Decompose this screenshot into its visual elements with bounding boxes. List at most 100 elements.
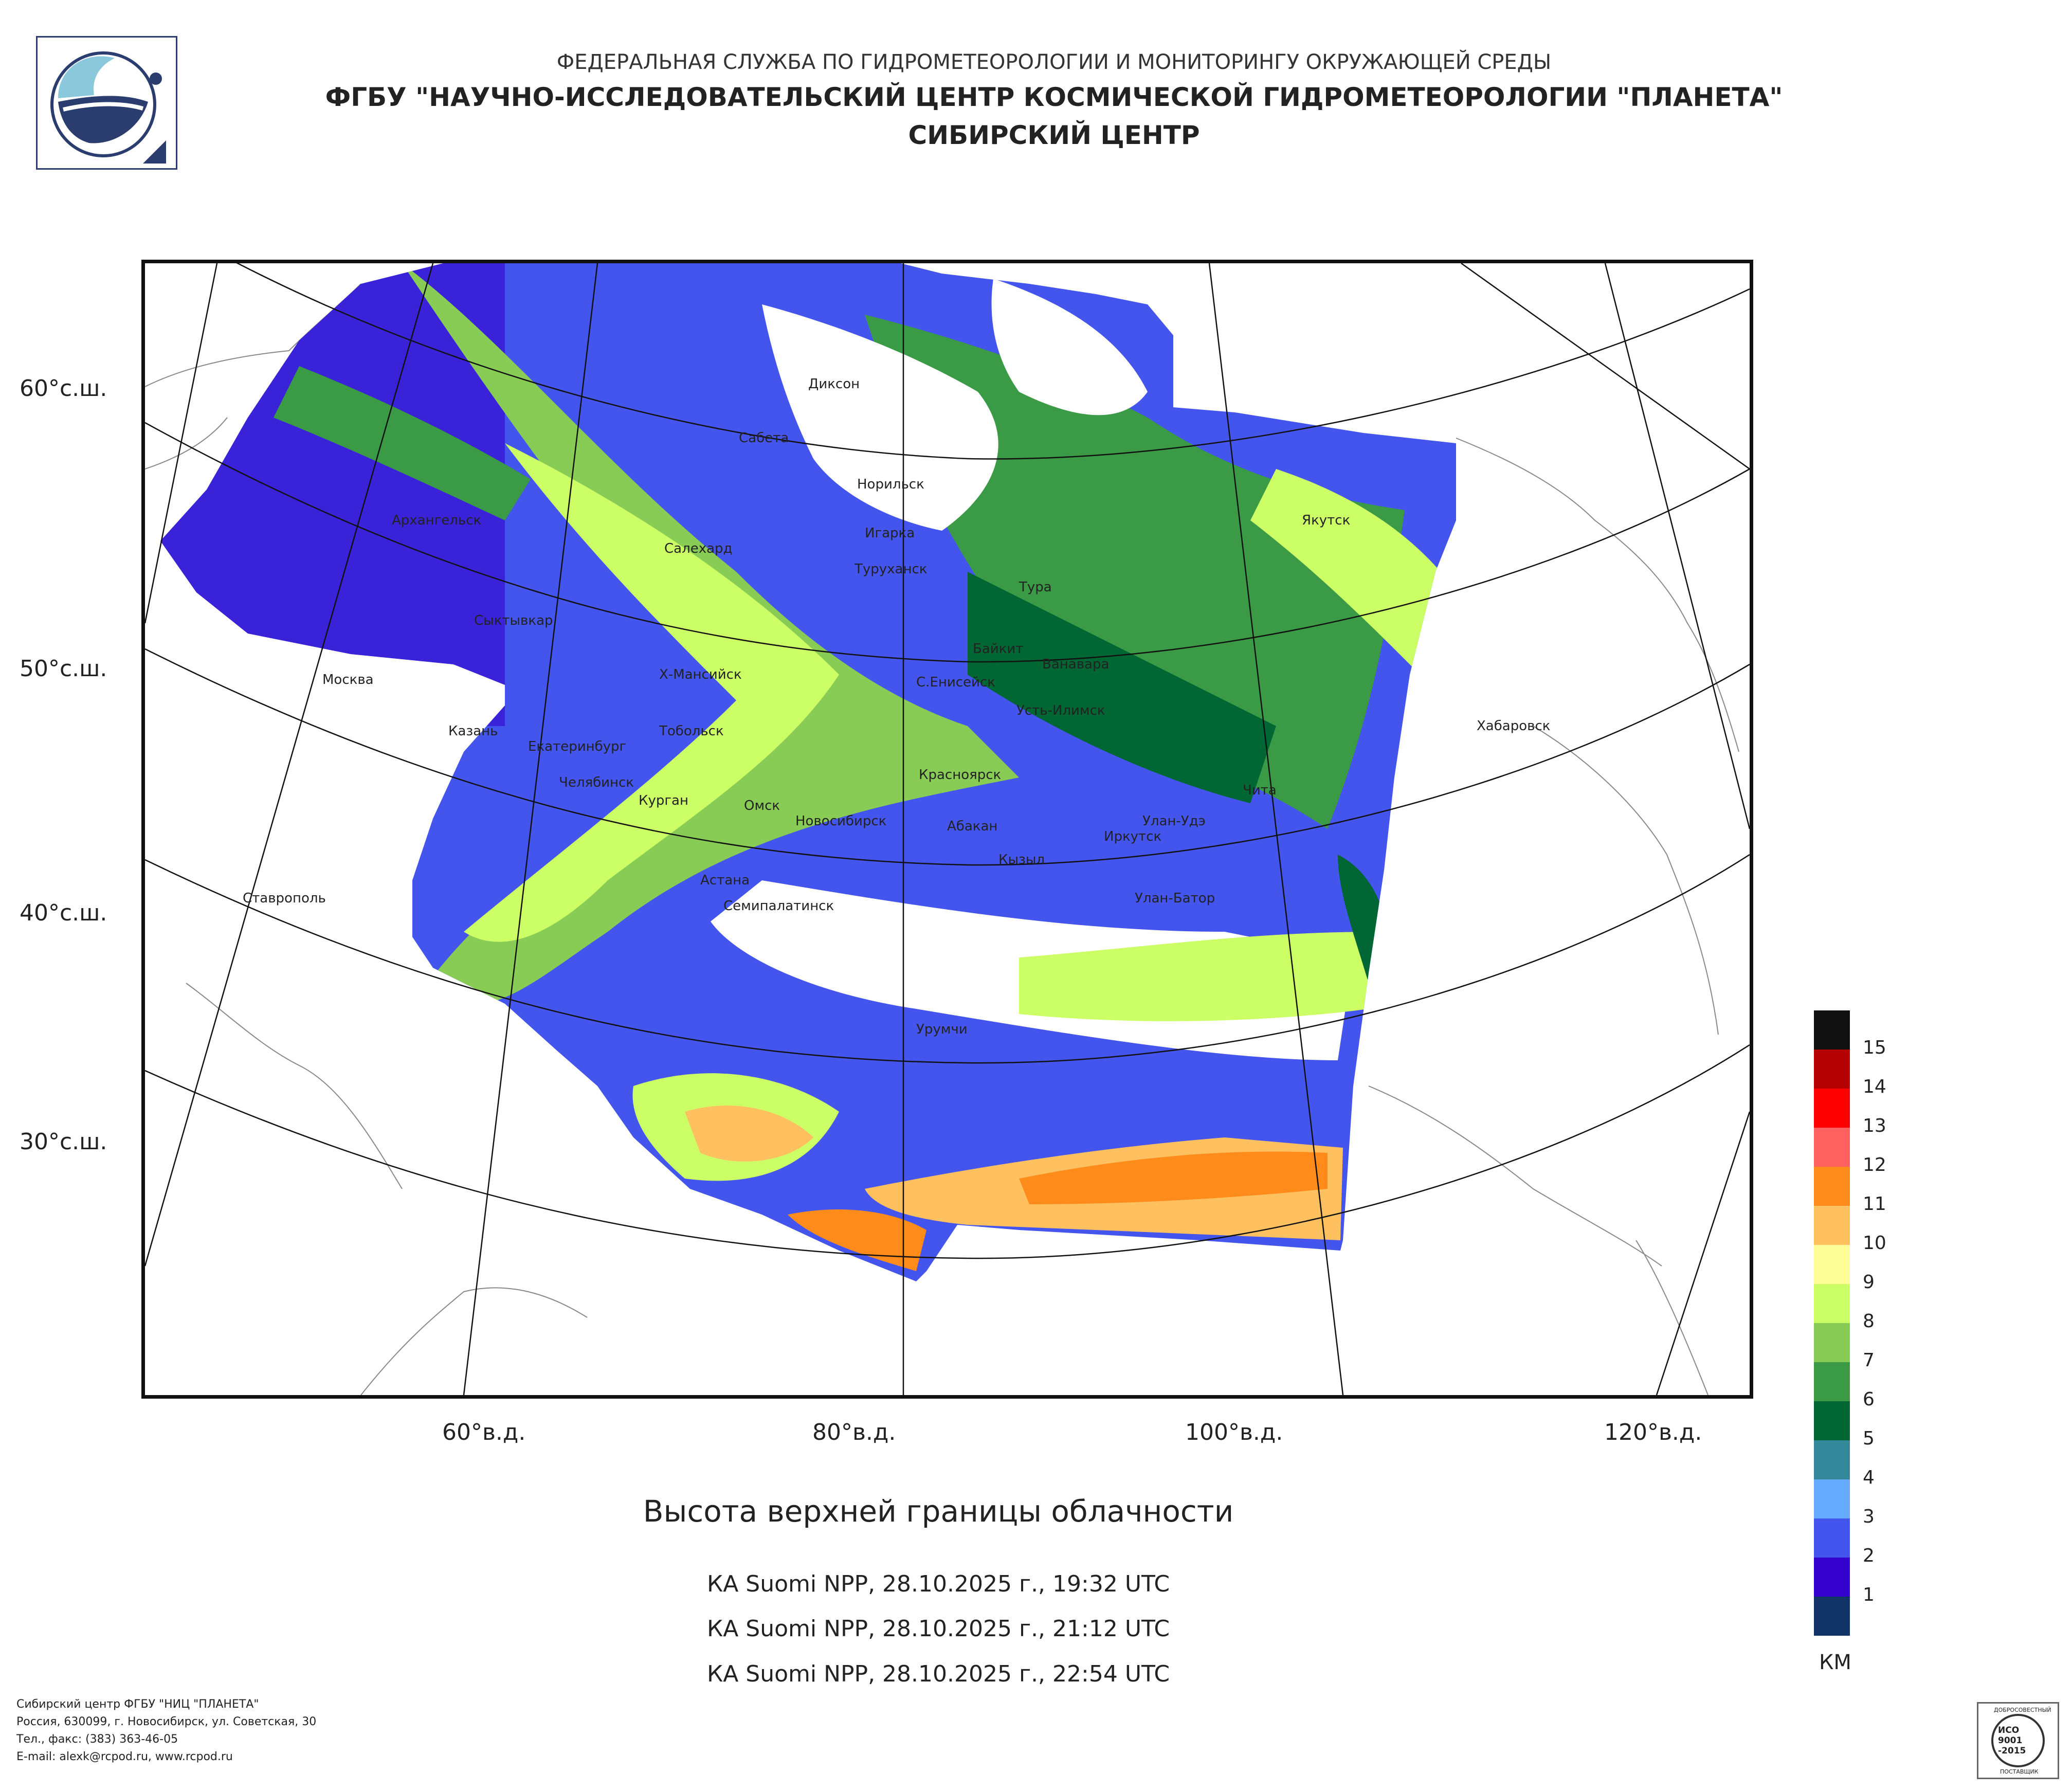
legend-level-label: 14 bbox=[1863, 1076, 1886, 1097]
legend-swatch bbox=[1814, 1558, 1850, 1597]
city-label: Кызыл bbox=[998, 852, 1045, 867]
latitude-label: 50°с.ш. bbox=[20, 656, 107, 682]
footer-phone: Тел., факс: (383) 363-46-05 bbox=[16, 1733, 178, 1746]
legend-level-label: 4 bbox=[1863, 1467, 1875, 1488]
footer-org: Сибирский центр ФГБУ "НИЦ "ПЛАНЕТА" bbox=[16, 1698, 259, 1711]
legend-level-label: 6 bbox=[1863, 1389, 1875, 1410]
city-label: Чита bbox=[1243, 783, 1277, 798]
satellite-pass: КА Suomi NPP, 28.10.2025 г., 19:32 UTC bbox=[706, 1571, 1170, 1597]
iso-certification-badge: ДОБРОСОВЕСТНЫЙ ИСО 9001 -2015 ПОСТАВЩИК bbox=[1977, 1702, 2059, 1779]
latitude-label: 40°с.ш. bbox=[20, 900, 107, 926]
organization-logo bbox=[36, 36, 177, 170]
legend-level-label: 12 bbox=[1863, 1154, 1886, 1175]
city-label: Казань bbox=[448, 723, 498, 739]
legend-swatch bbox=[1814, 1323, 1850, 1362]
legend-swatch bbox=[1814, 1010, 1850, 1050]
graticule-layer bbox=[145, 263, 1750, 1395]
city-label: Архангельск bbox=[392, 513, 482, 528]
city-label: Хабаровск bbox=[1477, 718, 1551, 734]
city-label: Улан-Батор bbox=[1135, 891, 1215, 906]
legend-level-label: 1 bbox=[1863, 1584, 1875, 1605]
legend-swatch bbox=[1814, 1440, 1850, 1479]
iso-line: -2015 bbox=[1998, 1746, 2026, 1756]
city-label: Астана bbox=[700, 873, 750, 888]
city-label: Тобольск bbox=[659, 723, 724, 739]
city-label: Туруханск bbox=[855, 562, 928, 577]
city-label: Якутск bbox=[1302, 513, 1351, 528]
legend-level-label: 11 bbox=[1863, 1193, 1886, 1215]
city-label: Ванавара bbox=[1042, 657, 1110, 672]
iso-line: ИСО bbox=[1998, 1725, 2020, 1735]
city-label: Байкит bbox=[973, 641, 1024, 657]
legend-level-label: 5 bbox=[1863, 1428, 1875, 1449]
city-label: Игарка bbox=[865, 526, 915, 541]
city-label: Норильск bbox=[857, 477, 924, 492]
legend-level-label: 7 bbox=[1863, 1350, 1875, 1371]
city-label: Диксон bbox=[808, 376, 860, 392]
longitude-label: 80°в.д. bbox=[812, 1419, 896, 1445]
cloud-top-height-map: Диксон Сабета Норильск Игарка Туруханск … bbox=[141, 260, 1753, 1399]
city-label: Салехард bbox=[664, 541, 733, 556]
iso-badge-ring bbox=[1991, 1714, 2045, 1767]
legend-swatch bbox=[1814, 1362, 1850, 1401]
legend-swatch bbox=[1814, 1167, 1850, 1206]
legend-swatch bbox=[1814, 1206, 1850, 1245]
legend-level-label: 3 bbox=[1863, 1506, 1875, 1527]
city-label: Новосибирск bbox=[795, 813, 887, 829]
legend-swatch bbox=[1814, 1597, 1850, 1636]
satellite-pass: КА Suomi NPP, 28.10.2025 г., 22:54 UTC bbox=[706, 1661, 1170, 1687]
map-svg bbox=[145, 263, 1750, 1395]
city-label: Абакан bbox=[947, 819, 998, 834]
latitude-label: 60°с.ш. bbox=[20, 375, 107, 402]
iso-standard: ИСО 9001 -2015 bbox=[1998, 1725, 2026, 1756]
legend-level-label: 8 bbox=[1863, 1311, 1875, 1332]
iso-top-text: ДОБРОСОВЕСТНЫЙ bbox=[1994, 1707, 2051, 1713]
legend-level-label: 2 bbox=[1863, 1545, 1875, 1566]
header-institute: ФГБУ "НАУЧНО-ИССЛЕДОВАТЕЛЬСКИЙ ЦЕНТР КОС… bbox=[325, 82, 1783, 112]
city-label: Семипалатинск bbox=[723, 898, 834, 914]
city-label: Х-Мансийск bbox=[659, 667, 742, 682]
legend-swatch bbox=[1814, 1479, 1850, 1518]
longitude-label: 100°в.д. bbox=[1185, 1419, 1283, 1445]
city-label: Тура bbox=[1019, 580, 1052, 595]
city-label: Ставрополь bbox=[243, 891, 326, 906]
city-label: Сыктывкар bbox=[474, 613, 553, 628]
legend-swatch bbox=[1814, 1284, 1850, 1323]
legend-level-label: 13 bbox=[1863, 1115, 1886, 1136]
city-label: Челябинск bbox=[559, 775, 634, 790]
header-agency: ФЕДЕРАЛЬНАЯ СЛУЖБА ПО ГИДРОМЕТЕОРОЛОГИИ … bbox=[556, 50, 1552, 74]
city-label: Усть-Илимск bbox=[1016, 703, 1105, 718]
legend-swatch bbox=[1814, 1050, 1850, 1089]
city-label: Омск bbox=[744, 798, 780, 813]
legend-swatch bbox=[1814, 1089, 1850, 1128]
city-labels: Диксон Сабета Норильск Игарка Туруханск … bbox=[145, 263, 1750, 1395]
latitude-label: 30°с.ш. bbox=[20, 1129, 107, 1155]
city-label: Курган bbox=[639, 793, 688, 808]
legend-swatch bbox=[1814, 1128, 1850, 1167]
city-label: Москва bbox=[322, 672, 374, 688]
footer-contacts: Сибирский центр ФГБУ "НИЦ "ПЛАНЕТА" Росс… bbox=[16, 1696, 316, 1766]
satellite-pass: КА Suomi NPP, 28.10.2025 г., 21:12 UTC bbox=[706, 1616, 1170, 1642]
legend-level-label: 15 bbox=[1863, 1037, 1886, 1058]
city-label: Екатеринбург bbox=[528, 739, 627, 754]
iso-line: 9001 bbox=[1998, 1735, 2023, 1746]
city-label: Иркутск bbox=[1104, 829, 1162, 844]
city-label: Сабета bbox=[739, 430, 789, 446]
city-label: С.Енисейск bbox=[916, 675, 995, 690]
legend-level-label: 9 bbox=[1863, 1272, 1875, 1293]
city-label: Красноярск bbox=[919, 767, 1002, 783]
header-center: СИБИРСКИЙ ЦЕНТР bbox=[908, 120, 1200, 150]
footer-email: E-mail: alexk@rcpod.ru, www.rcpod.ru bbox=[16, 1750, 233, 1763]
footer-address: Россия, 630099, г. Новосибирск, ул. Сове… bbox=[16, 1715, 317, 1728]
city-label: Улан-Удэ bbox=[1142, 813, 1206, 829]
legend-swatch bbox=[1814, 1245, 1850, 1284]
map-title: Высота верхней границы облачности bbox=[643, 1494, 1234, 1529]
longitude-label: 60°в.д. bbox=[442, 1419, 526, 1445]
legend-level-label: 10 bbox=[1863, 1233, 1886, 1254]
legend-unit: КМ bbox=[1819, 1651, 1851, 1674]
legend-swatch bbox=[1814, 1401, 1850, 1440]
iso-bottom-text: ПОСТАВЩИК bbox=[2000, 1768, 2039, 1775]
city-label: Урумчи bbox=[916, 1022, 968, 1037]
longitude-label: 120°в.д. bbox=[1604, 1419, 1702, 1445]
legend-swatch bbox=[1814, 1518, 1850, 1558]
